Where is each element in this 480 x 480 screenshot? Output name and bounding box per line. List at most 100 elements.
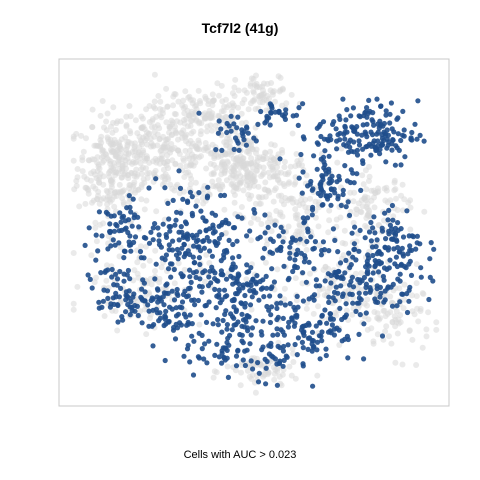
grey-cell-point	[108, 149, 115, 156]
blue-cell-point	[176, 168, 182, 174]
grey-cell-point	[248, 306, 255, 313]
blue-cell-point	[315, 190, 321, 196]
blue-cell-point	[313, 323, 319, 329]
grey-cell-point	[98, 133, 105, 140]
grey-cell-point	[268, 141, 275, 148]
blue-cell-point	[161, 302, 167, 308]
blue-cell-point	[215, 130, 221, 136]
blue-cell-point	[339, 338, 345, 344]
blue-cell-point	[363, 310, 369, 316]
grey-cell-point	[128, 140, 135, 147]
grey-cell-point	[363, 215, 370, 221]
blue-cell-point	[374, 251, 380, 257]
blue-cell-point	[204, 193, 211, 199]
grey-cell-point	[347, 189, 354, 196]
grey-cell-point	[287, 163, 294, 170]
grey-cell-point	[394, 207, 401, 213]
blue-cell-point	[96, 299, 102, 305]
grey-cell-point	[382, 197, 389, 204]
grey-cell-point	[88, 252, 95, 259]
blue-cell-point	[418, 274, 424, 280]
grey-cell-point	[157, 106, 163, 113]
grey-cell-point	[74, 174, 81, 181]
blue-cell-point	[105, 295, 111, 301]
blue-cell-point	[288, 239, 294, 246]
grey-cell-point	[231, 199, 238, 206]
grey-cell-point	[248, 144, 255, 151]
grey-cell-point	[103, 277, 110, 284]
grey-cell-point	[202, 278, 208, 285]
blue-cell-point	[142, 289, 148, 295]
blue-cell-point	[118, 219, 124, 225]
blue-cell-point	[267, 319, 273, 326]
grey-cell-point	[293, 151, 300, 157]
blue-cell-point	[331, 332, 337, 338]
blue-cell-point	[334, 146, 340, 152]
blue-cell-point	[368, 129, 374, 135]
blue-cell-point	[217, 300, 223, 306]
grey-cell-point	[188, 162, 195, 169]
blue-cell-point	[152, 221, 158, 227]
blue-cell-point	[389, 236, 395, 242]
blue-cell-point	[180, 196, 186, 202]
grey-cell-point	[298, 197, 304, 203]
grey-cell-point	[411, 311, 418, 318]
blue-cell-point	[269, 304, 275, 310]
blue-cell-point	[141, 234, 147, 241]
grey-cell-point	[117, 190, 124, 196]
blue-cell-point	[260, 344, 266, 350]
blue-cell-point	[276, 108, 282, 115]
grey-cell-point	[93, 238, 100, 245]
blue-cell-point	[365, 268, 371, 274]
blue-cell-point	[368, 219, 374, 226]
grey-cell-point	[158, 264, 165, 271]
blue-cell-point	[294, 293, 300, 299]
blue-cell-point	[230, 225, 237, 231]
blue-cell-point	[216, 223, 222, 229]
blue-cell-point	[413, 246, 419, 252]
grey-cell-point	[237, 180, 243, 187]
blue-cell-point	[302, 255, 308, 261]
blue-cell-point	[309, 212, 315, 218]
blue-cell-point	[228, 311, 234, 317]
grey-cell-point	[177, 162, 184, 169]
grey-cell-point	[283, 100, 290, 107]
blue-cell-point	[244, 233, 250, 239]
blue-cell-point	[310, 344, 316, 350]
blue-cell-point	[417, 132, 423, 138]
grey-cell-point	[320, 266, 327, 273]
blue-cell-point	[295, 335, 301, 341]
grey-cell-point	[238, 161, 245, 168]
blue-cell-point	[255, 379, 262, 385]
blue-cell-point	[126, 193, 132, 199]
grey-cell-point	[393, 195, 399, 202]
grey-cell-point	[258, 221, 265, 227]
blue-cell-point	[348, 113, 354, 119]
grey-cell-point	[266, 160, 273, 167]
grey-cell-point	[141, 206, 148, 213]
blue-cell-point	[404, 309, 411, 316]
blue-cell-point	[377, 294, 383, 300]
grey-cell-point	[289, 130, 296, 137]
grey-cell-point	[232, 367, 239, 374]
blue-cell-point	[113, 271, 119, 277]
grey-cell-point	[243, 148, 250, 155]
blue-cell-point	[274, 316, 280, 323]
grey-cell-point	[292, 206, 299, 213]
grey-cell-point	[205, 97, 212, 104]
grey-cell-point	[364, 302, 370, 309]
blue-cell-point	[209, 210, 215, 216]
blue-cell-point	[169, 261, 175, 267]
blue-cell-point	[342, 270, 348, 276]
blue-cell-point	[406, 298, 412, 304]
blue-cell-point	[221, 255, 227, 261]
blue-cell-point	[219, 232, 225, 238]
blue-cell-point	[356, 331, 362, 337]
blue-cell-point	[319, 187, 325, 193]
blue-cell-point	[366, 263, 372, 269]
blue-cell-point	[383, 112, 389, 118]
grey-cell-point	[172, 123, 178, 130]
blue-cell-point	[426, 296, 432, 303]
blue-cell-point	[330, 121, 336, 127]
blue-cell-point	[311, 153, 317, 159]
